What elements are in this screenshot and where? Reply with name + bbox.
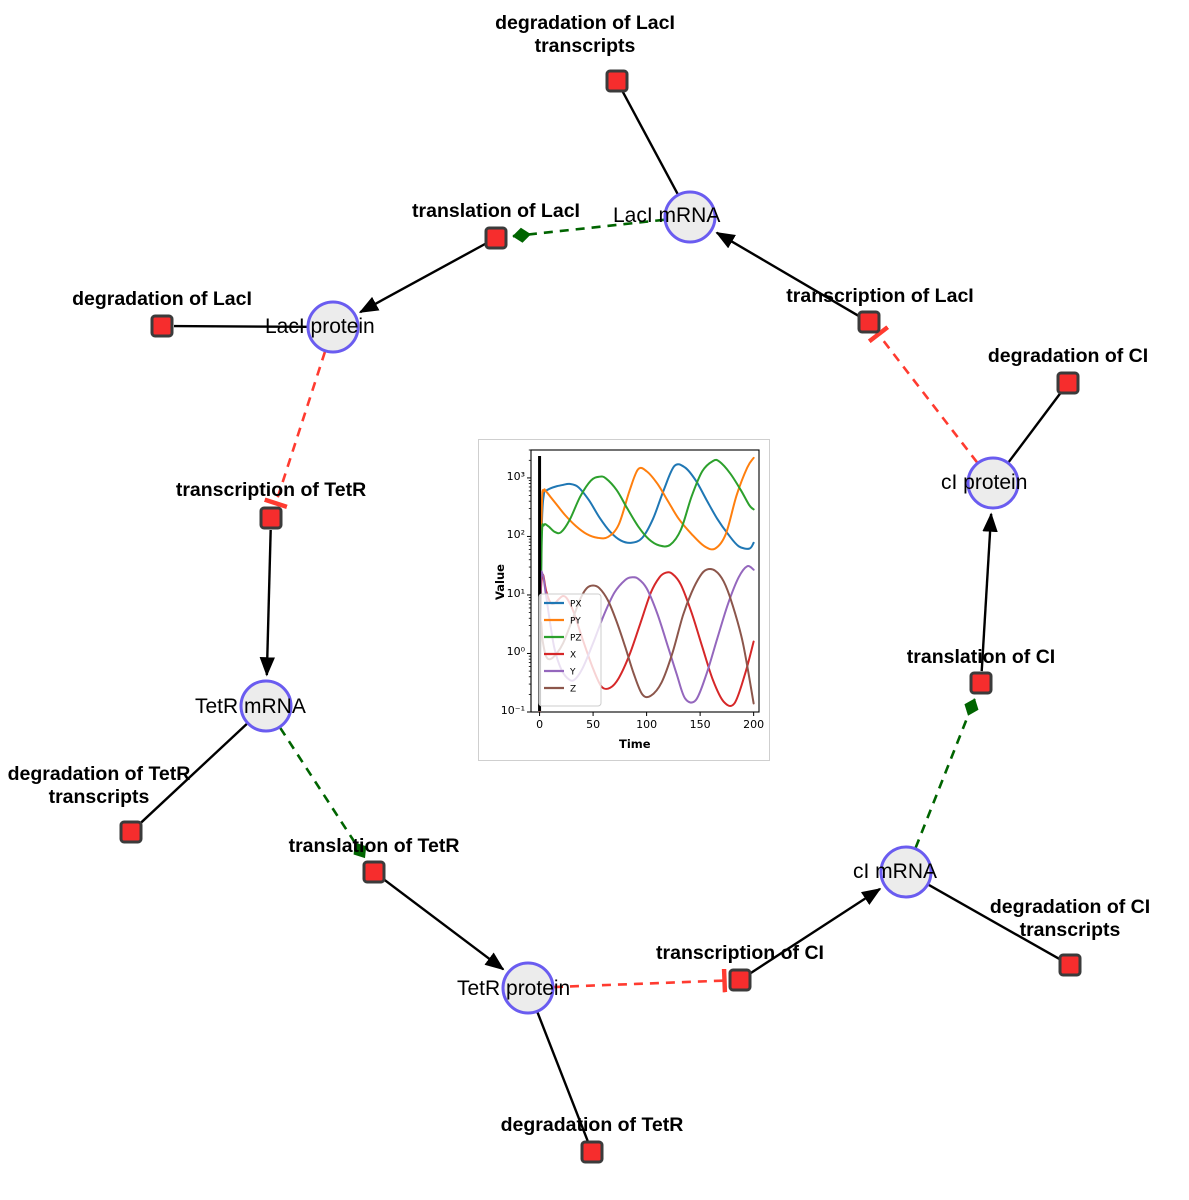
species-node-laci_protein[interactable] [306, 300, 360, 354]
legend-label-PX: PX [570, 599, 582, 609]
reaction-node-translation_tetr[interactable] [362, 860, 386, 884]
edge-e-tetrmrna-transl [279, 727, 367, 859]
species-node-layer [239, 190, 1020, 1015]
legend-label-PY: PY [570, 616, 581, 626]
reaction-node-deg_tetr[interactable] [580, 1140, 604, 1164]
species-node-tetr_protein[interactable] [501, 961, 555, 1015]
legend-box [538, 593, 602, 707]
edge-e-lacimrna-transl [512, 218, 665, 243]
edge-e-ciprot-txlaci [867, 325, 979, 464]
chart-legend: PX PY PZ XYZ [538, 593, 602, 707]
x-tick-label: 150 [689, 718, 711, 731]
y-tick-label: 10³ [506, 469, 525, 483]
reaction-node-deg_tetr_transcripts[interactable] [119, 820, 143, 844]
reaction-node-deg_laci_transcripts[interactable] [605, 69, 629, 93]
legend-label-Y: Y [569, 667, 576, 677]
species-node-ci_mrna[interactable] [879, 845, 933, 899]
species-node-laci_mrna[interactable] [663, 190, 717, 244]
edge-e-degtetr-prot [536, 1011, 589, 1142]
edge-e-transl-laciprot [358, 242, 487, 314]
reaction-node-deg_laci[interactable] [150, 314, 174, 338]
edge-e-txtetr-tetrmrna [259, 529, 275, 677]
edge-e-cimrna-transl [914, 698, 979, 849]
edge-e-transl-ciprot [980, 512, 998, 672]
edge-e-transl-tetrprot [382, 878, 505, 971]
species-node-ci_protein[interactable] [966, 456, 1020, 510]
legend-label-Z: Z [570, 684, 576, 694]
reaction-node-layer [119, 69, 1082, 1164]
x-axis-title: Time [619, 737, 651, 751]
y-tick-label: 10⁻¹ [500, 704, 525, 717]
legend-label-X: X [570, 650, 576, 660]
reaction-node-transcription_tetr[interactable] [259, 506, 283, 530]
edge-e-degci-prot [1007, 391, 1062, 463]
edge-e-txci-cimrna [749, 887, 882, 975]
species-node-tetr_mrna[interactable] [239, 679, 293, 733]
reaction-node-deg_ci_transcripts[interactable] [1058, 953, 1082, 977]
edge-e-txlaci-lacimrna [715, 231, 860, 317]
edge-e-tetrprot-txci [553, 968, 728, 993]
y-tick-marks [527, 449, 531, 713]
inset-timeseries-chart: PX PY PZ X Y Z 10⁻¹ 10⁰ 10¹ 10² 10³ 0 50 100 150 200 … [478, 439, 770, 761]
x-tick-label: 100 [636, 718, 658, 731]
y-tick-label: 10¹ [506, 586, 525, 600]
edge-e-laciprot-txtetr [263, 351, 327, 509]
x-tick-label: 200 [743, 718, 765, 731]
reaction-node-translation_laci[interactable] [484, 226, 508, 250]
reaction-node-translation_ci[interactable] [969, 671, 993, 695]
edge-e-degcitr-cimrna [928, 883, 1061, 961]
y-axis-title: Value [493, 564, 507, 600]
y-tick-label: 10⁰ [506, 645, 525, 659]
edge-e-deglaci-prot [173, 324, 308, 329]
legend-label-PZ: PZ [570, 633, 582, 643]
edge-layer [138, 91, 1062, 1142]
reaction-node-deg_ci[interactable] [1056, 371, 1080, 395]
edge-e-degtetrtr-mrna [138, 722, 248, 825]
x-tick-label: 50 [586, 718, 601, 731]
x-tick-label: 0 [536, 718, 544, 731]
y-tick-label: 10² [506, 528, 525, 542]
reaction-node-transcription_laci[interactable] [857, 310, 881, 334]
series-line-PX [538, 463, 755, 696]
reaction-node-transcription_ci[interactable] [728, 968, 752, 992]
series-line-PY [538, 456, 755, 696]
series-line-PZ [538, 458, 755, 696]
x-tick-marks [539, 712, 755, 716]
edge-e-deg-lacimrna [621, 91, 679, 195]
inset-chart-svg: PX PY PZ XYZ [527, 449, 760, 716]
